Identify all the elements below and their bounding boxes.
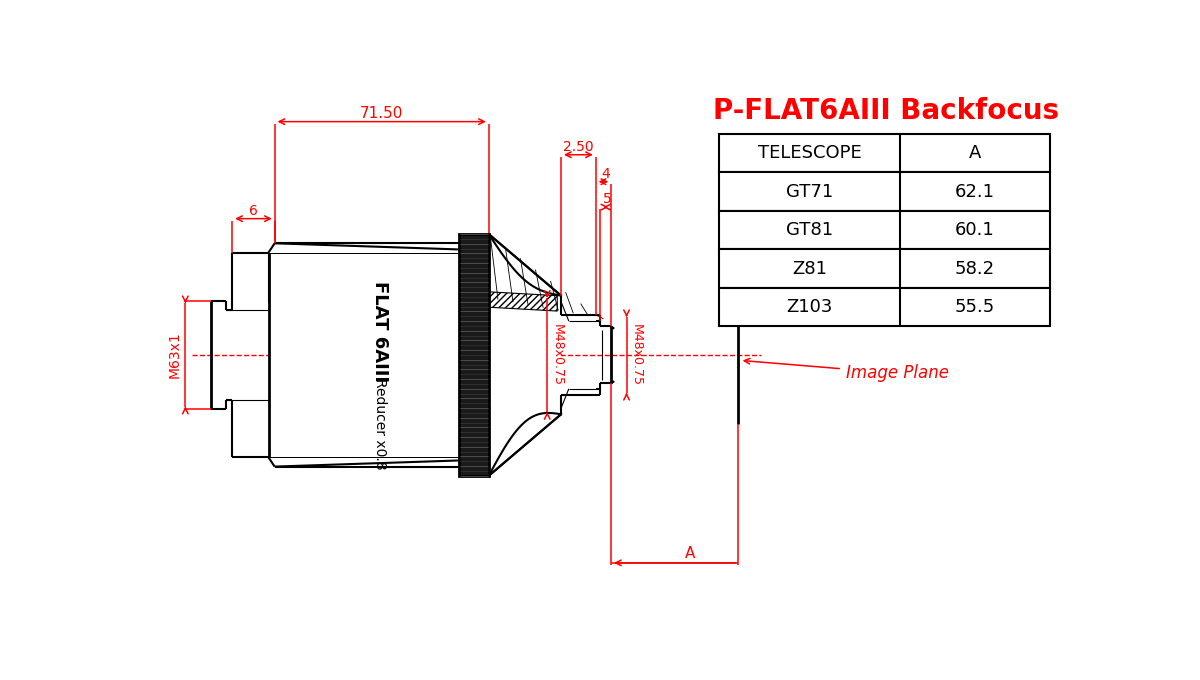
Bar <box>460 234 488 476</box>
Text: 2.50: 2.50 <box>563 140 594 154</box>
Text: 60.1: 60.1 <box>955 221 995 239</box>
Bar <box>269 243 460 466</box>
Text: A: A <box>685 546 695 561</box>
Text: 4: 4 <box>601 167 610 181</box>
Bar <box>719 134 1050 173</box>
Text: FLAT 6AIII: FLAT 6AIII <box>371 282 389 382</box>
Polygon shape <box>488 234 562 476</box>
Text: 5: 5 <box>602 192 612 207</box>
Bar <box>719 288 1050 326</box>
Polygon shape <box>488 292 557 311</box>
Text: M63x1: M63x1 <box>168 332 181 378</box>
Bar <box>719 211 1050 250</box>
Text: GT71: GT71 <box>786 183 833 201</box>
Text: M48x0.75: M48x0.75 <box>551 324 564 386</box>
Text: Z81: Z81 <box>792 260 827 277</box>
Bar <box>719 173 1050 211</box>
Text: 71.50: 71.50 <box>360 105 403 120</box>
Text: 58.2: 58.2 <box>955 260 995 277</box>
Text: 62.1: 62.1 <box>955 183 995 201</box>
Text: Z103: Z103 <box>786 299 833 316</box>
Text: Image Plane: Image Plane <box>846 364 949 381</box>
Text: Reducer x0.8: Reducer x0.8 <box>373 379 388 470</box>
Bar <box>719 250 1050 288</box>
Text: M48x0.75: M48x0.75 <box>630 324 643 386</box>
Text: P-FLAT6AIII Backfocus: P-FLAT6AIII Backfocus <box>713 97 1060 125</box>
Text: A: A <box>968 144 982 163</box>
Text: TELESCOPE: TELESCOPE <box>757 144 862 163</box>
Text: 55.5: 55.5 <box>955 299 995 316</box>
Text: GT81: GT81 <box>786 221 833 239</box>
Text: 6: 6 <box>250 204 258 218</box>
